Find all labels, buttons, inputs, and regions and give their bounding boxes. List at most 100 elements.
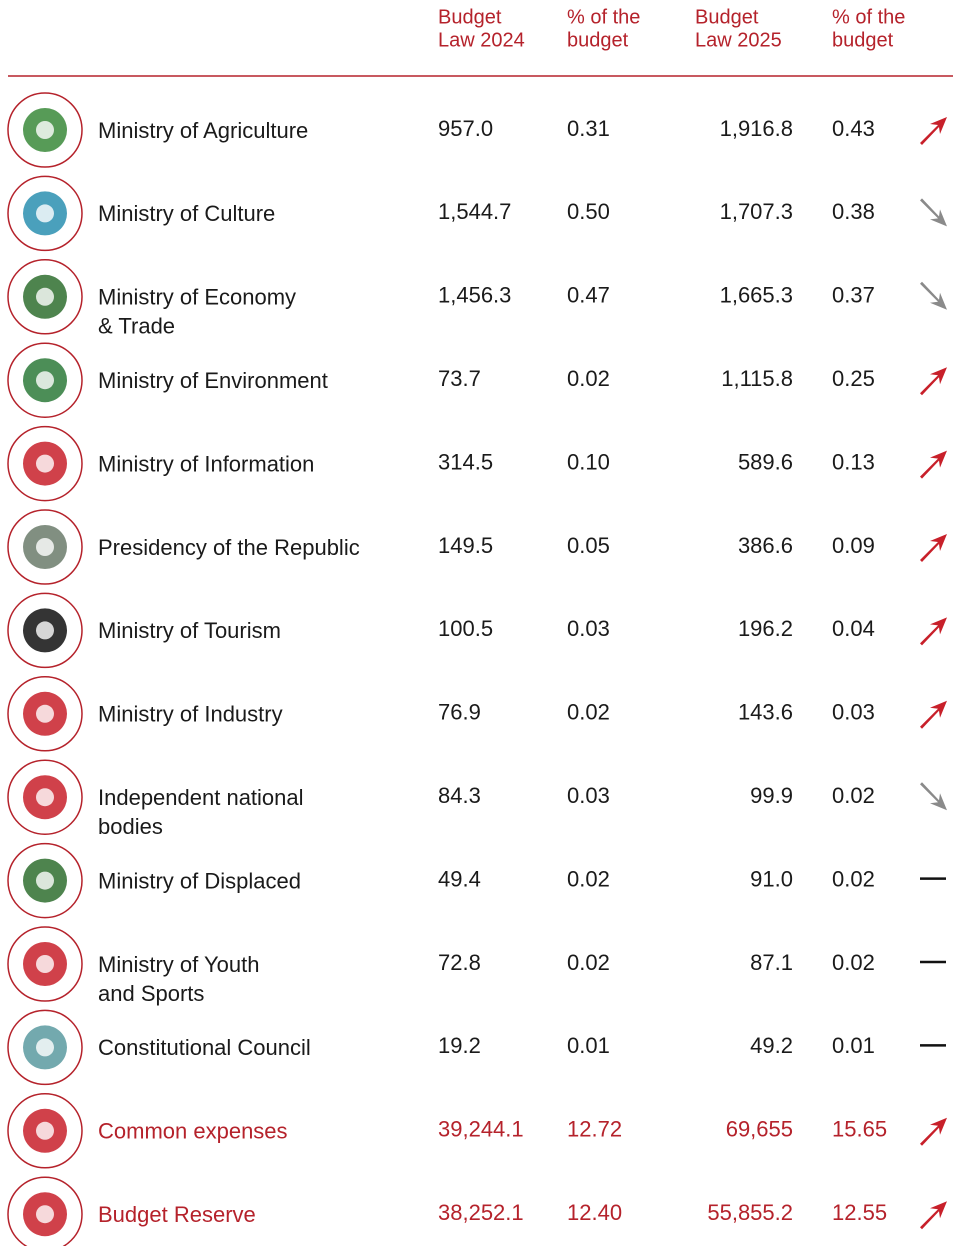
budget-2024: 19.2 — [438, 1033, 481, 1058]
share-2025: 0.02 — [832, 783, 875, 808]
budget-2025: 386.6 — [738, 533, 793, 558]
row-name: Independent national — [98, 785, 304, 810]
trend-up — [920, 1117, 947, 1146]
trend-up — [920, 450, 947, 479]
row-name: bodies — [98, 814, 163, 839]
trend-up — [920, 117, 947, 145]
trend-up — [920, 617, 947, 646]
share-2024: 12.72 — [567, 1117, 622, 1142]
budget-2025: 99.9 — [750, 783, 793, 808]
row-name: Constitutional Council — [98, 1035, 311, 1060]
share-2024: 0.03 — [567, 616, 610, 641]
share-2024: 0.31 — [567, 116, 610, 141]
row-name: & Trade — [98, 314, 175, 339]
trend-up — [920, 700, 947, 729]
trend-up — [920, 1201, 947, 1230]
budget-2024: 957.0 — [438, 116, 493, 141]
row-name: Presidency of the Republic — [98, 535, 360, 560]
row-name: Ministry of Youth — [98, 952, 259, 977]
share-2025: 0.38 — [832, 199, 875, 224]
budget-2024: 1,456.3 — [438, 283, 511, 308]
logo-inner — [36, 538, 54, 556]
logo-inner — [36, 621, 54, 640]
share-2025: 12.55 — [832, 1200, 887, 1225]
share-2025: 15.65 — [832, 1117, 887, 1142]
share-2024: 0.50 — [567, 199, 610, 224]
row-name: Ministry of Industry — [98, 702, 283, 727]
share-2024: 0.02 — [567, 950, 610, 975]
column-header: Law 2024 — [438, 29, 525, 51]
budget-2025: 1,707.3 — [720, 199, 793, 224]
budget-2025: 69,655 — [726, 1117, 793, 1142]
budget-2024: 314.5 — [438, 449, 493, 474]
budget-2025: 1,665.3 — [720, 283, 793, 308]
column-header: % of the — [832, 6, 905, 28]
trend-up — [920, 367, 947, 396]
logo-inner — [36, 871, 54, 890]
budget-2024: 49.4 — [438, 866, 481, 891]
column-header: budget — [832, 29, 894, 51]
row-name: Ministry of Environment — [98, 368, 328, 393]
share-2024: 0.02 — [567, 366, 610, 391]
logo-inner — [36, 371, 54, 390]
share-2025: 0.09 — [832, 533, 875, 558]
budget-2024: 84.3 — [438, 783, 481, 808]
share-2024: 0.47 — [567, 283, 610, 308]
budget-2024: 1,544.7 — [438, 199, 511, 224]
logo-inner — [36, 955, 54, 973]
share-2025: 0.02 — [832, 866, 875, 891]
budget-2025: 143.6 — [738, 700, 793, 725]
logo-inner — [36, 204, 54, 223]
logo-inner — [36, 1038, 54, 1057]
budget-2025: 49.2 — [750, 1033, 793, 1058]
column-header: Budget — [438, 6, 502, 28]
share-2024: 0.05 — [567, 533, 610, 558]
share-2025: 0.25 — [832, 366, 875, 391]
budget-2025: 55,855.2 — [707, 1200, 793, 1225]
budget-2024: 73.7 — [438, 366, 481, 391]
logo-inner — [36, 121, 54, 139]
budget-2025: 196.2 — [738, 616, 793, 641]
column-header: budget — [567, 29, 629, 51]
share-2024: 0.10 — [567, 449, 610, 474]
budget-2024: 38,252.1 — [438, 1200, 524, 1225]
row-name: Ministry of Economy — [98, 285, 296, 310]
share-2024: 0.02 — [567, 866, 610, 891]
share-2025: 0.13 — [832, 449, 875, 474]
budget-2024: 76.9 — [438, 700, 481, 725]
row-name: Budget Reserve — [98, 1202, 256, 1227]
column-header: % of the — [567, 6, 640, 28]
trend-down — [920, 198, 947, 227]
budget-2025: 1,115.8 — [721, 366, 793, 391]
budget-2025: 91.0 — [750, 866, 793, 891]
budget-2024: 149.5 — [438, 533, 493, 558]
budget-2025: 87.1 — [750, 950, 793, 975]
column-header: Law 2025 — [695, 29, 782, 51]
budget-2024: 100.5 — [438, 616, 493, 641]
row-name: Ministry of Culture — [98, 201, 275, 226]
share-2024: 0.02 — [567, 700, 610, 725]
row-name: Ministry of Tourism — [98, 618, 281, 643]
logo-inner — [36, 454, 54, 473]
trend-down — [920, 782, 947, 811]
trend-down — [920, 281, 947, 310]
share-2025: 0.04 — [832, 616, 875, 641]
budget-2025: 589.6 — [738, 449, 793, 474]
column-header: Budget — [695, 6, 759, 28]
share-2024: 0.03 — [567, 783, 610, 808]
trend-up — [920, 534, 947, 562]
share-2025: 0.03 — [832, 700, 875, 725]
share-2025: 0.01 — [832, 1033, 875, 1058]
logo-inner — [36, 788, 54, 807]
share-2024: 0.01 — [567, 1033, 610, 1058]
budget-2025: 1,916.8 — [720, 116, 793, 141]
row-name: Ministry of Agriculture — [98, 118, 308, 143]
budget-2024: 72.8 — [438, 950, 481, 975]
share-2025: 0.37 — [832, 283, 875, 308]
budget-2024: 39,244.1 — [438, 1117, 524, 1142]
row-name: Common expenses — [98, 1119, 288, 1144]
logo-inner — [36, 287, 54, 306]
share-2025: 0.43 — [832, 116, 875, 141]
logo-inner — [36, 1121, 54, 1140]
